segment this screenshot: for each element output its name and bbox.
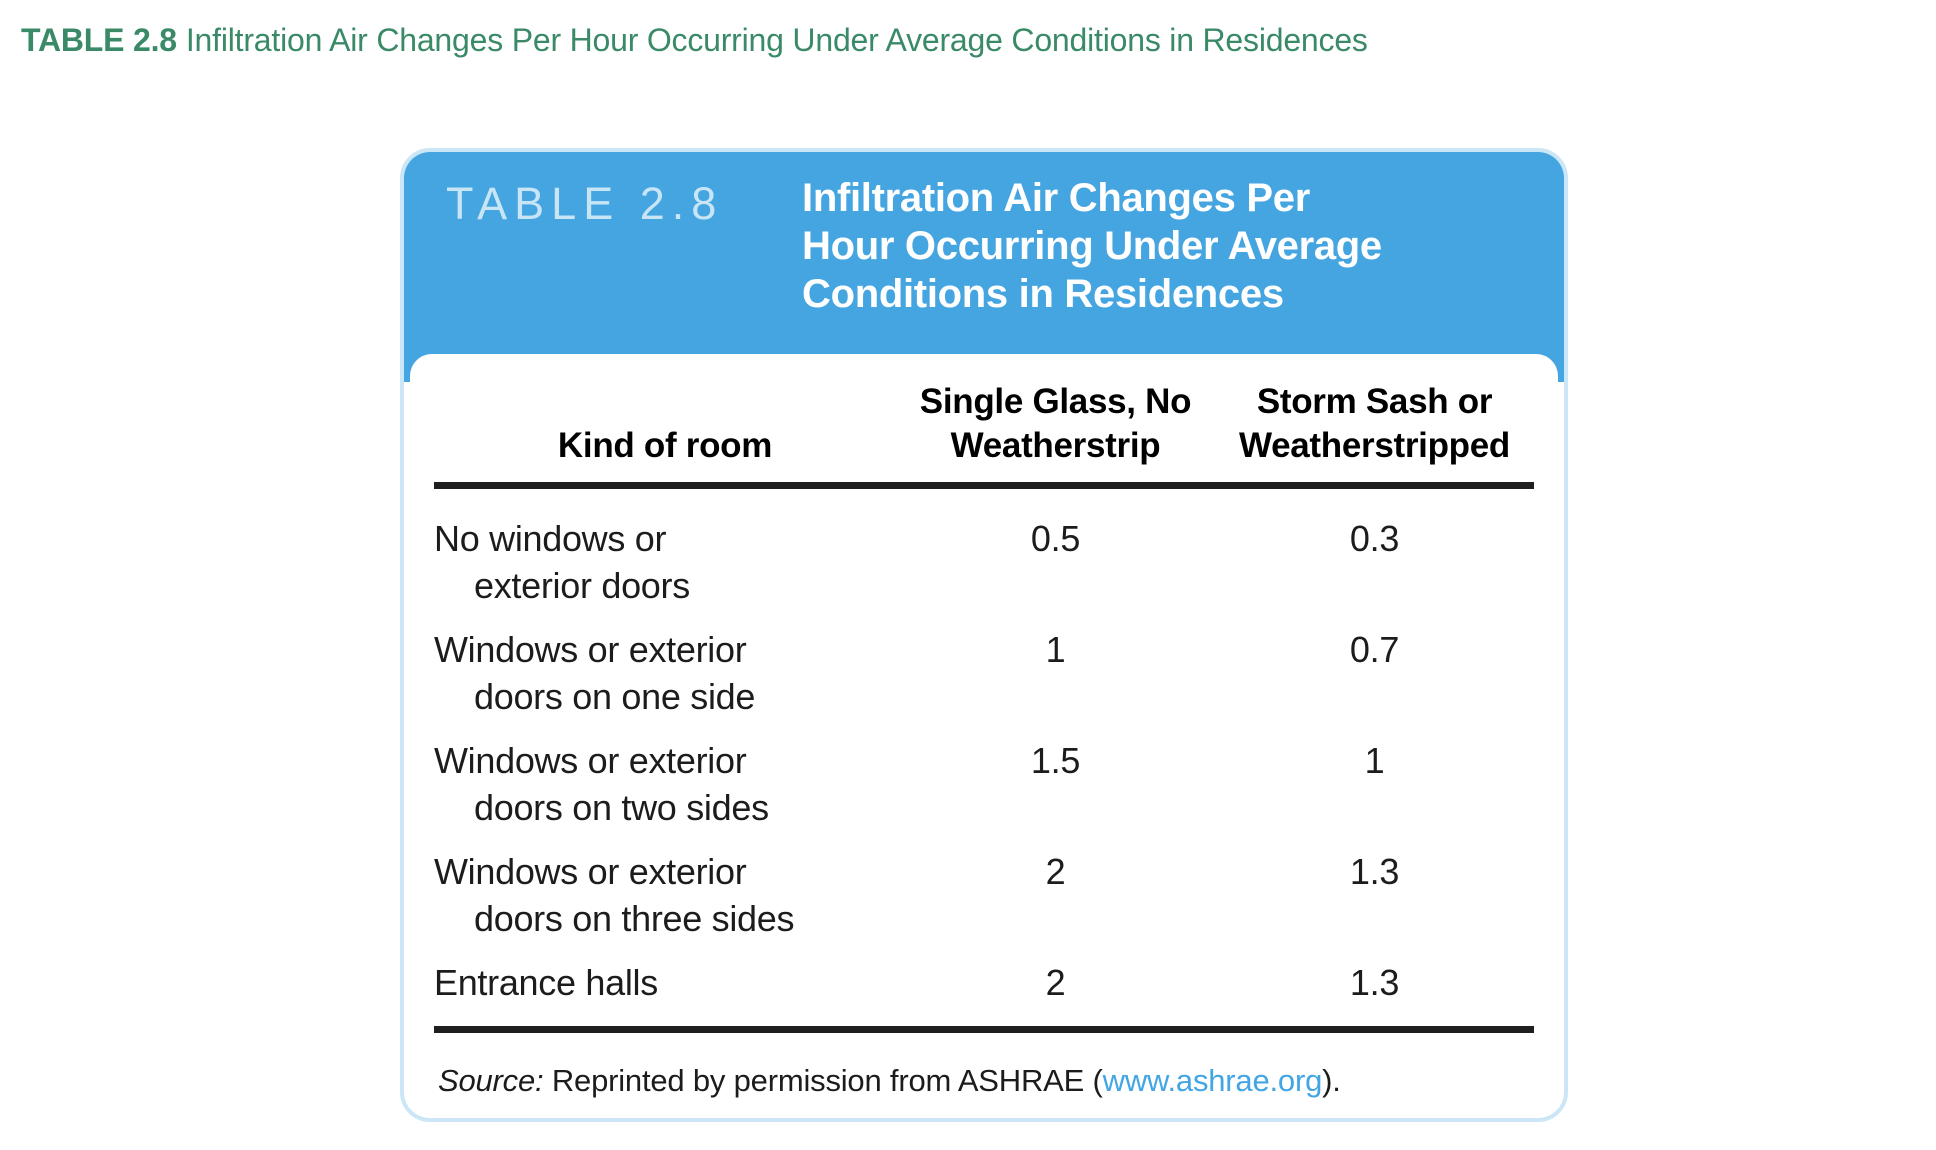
- table-rows: No windows or exterior doors 0.5 0.3 Win…: [434, 489, 1534, 1006]
- source-note: Source: Reprinted by permission from ASH…: [434, 1063, 1534, 1099]
- table-rule-top: [434, 482, 1534, 489]
- value-cell-single-glass: 2: [1045, 962, 1066, 1003]
- table-card-header-number: TABLE 2.8: [446, 178, 724, 229]
- value-cell-single-glass: 1: [1045, 629, 1066, 670]
- value-cell-storm-sash: 1: [1364, 740, 1385, 781]
- table-row: Entrance halls 2 1.3: [434, 959, 1534, 1006]
- table-caption: TABLE 2.8 Infiltration Air Changes Per Ho…: [21, 22, 1368, 59]
- value-cell-single-glass: 2: [1045, 851, 1066, 892]
- value-cell-storm-sash: 1.3: [1349, 962, 1400, 1003]
- value-cell-single-glass: 0.5: [1030, 518, 1081, 559]
- column-header-single-glass: Single Glass, No Weatherstrip: [919, 382, 1192, 465]
- source-link[interactable]: www.ashrae.org: [1102, 1063, 1323, 1098]
- header-title-line: Conditions in Residences: [802, 272, 1284, 316]
- value-cell-single-glass: 1.5: [1030, 740, 1081, 781]
- table-card-body: Kind of room Single Glass, No Weatherstr…: [410, 354, 1558, 1099]
- table-row: Windows or exterior doors on two sides 1…: [434, 737, 1534, 831]
- source-text: Reprinted by permission from ASHRAE (: [543, 1063, 1103, 1098]
- table-row: No windows or exterior doors 0.5 0.3: [434, 515, 1534, 609]
- table-card: TABLE 2.8 Infiltration Air Changes Per H…: [400, 148, 1568, 1122]
- column-header-storm-sash: Storm Sash or Weatherstripped: [1238, 382, 1511, 465]
- value-cell-storm-sash: 0.3: [1349, 518, 1400, 559]
- value-cell-storm-sash: 0.7: [1349, 629, 1400, 670]
- table-row: Windows or exterior doors on one side 1 …: [434, 626, 1534, 720]
- table-row: Windows or exterior doors on three sides…: [434, 848, 1534, 942]
- header-title-line: Infiltration Air Changes Per: [802, 176, 1310, 220]
- table-card-header: TABLE 2.8 Infiltration Air Changes Per H…: [404, 152, 1564, 382]
- header-title-line: Hour Occurring Under Average: [802, 224, 1382, 268]
- room-cell: Windows or exterior doors on three sides: [434, 851, 795, 939]
- table-rule-bottom: [434, 1026, 1534, 1033]
- source-text-end: ).: [1322, 1063, 1341, 1098]
- column-header-room: Kind of room: [557, 426, 773, 465]
- source-label: Source:: [438, 1063, 544, 1098]
- table-card-header-title: Infiltration Air Changes Per Hour Occurr…: [802, 174, 1382, 318]
- table-caption-number: TABLE 2.8: [21, 22, 177, 58]
- room-cell: Entrance halls: [434, 962, 658, 1003]
- value-cell-storm-sash: 1.3: [1349, 851, 1400, 892]
- room-cell: Windows or exterior doors on two sides: [434, 740, 769, 828]
- room-cell: No windows or exterior doors: [434, 518, 690, 606]
- table-caption-text: Infiltration Air Changes Per Hour Occurr…: [185, 22, 1368, 58]
- room-cell: Windows or exterior doors on one side: [434, 629, 756, 717]
- table-header-row: Kind of room Single Glass, No Weatherstr…: [434, 380, 1534, 468]
